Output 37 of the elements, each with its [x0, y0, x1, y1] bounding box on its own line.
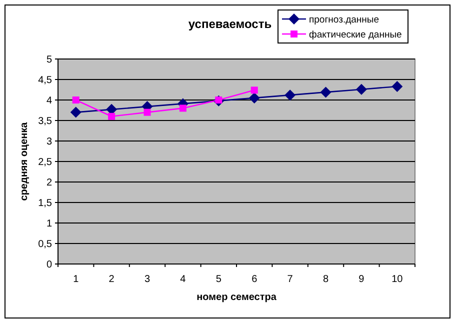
x-tick-label: 4 — [180, 274, 186, 285]
legend-label: прогноз.данные — [309, 14, 380, 26]
y-tick-label: 4,5 — [38, 75, 52, 86]
point — [108, 112, 116, 120]
y-tick-label: 2,5 — [38, 157, 52, 168]
y-tick-label: 3 — [46, 136, 52, 148]
point — [320, 86, 332, 98]
point — [144, 108, 151, 116]
x-tick-label: 3 — [144, 274, 150, 285]
point — [392, 80, 403, 92]
y-tick-label: 1 — [46, 218, 52, 230]
y-tick-label: 4 — [46, 96, 52, 106]
y-tick-label: 1,5 — [38, 198, 52, 209]
x-tick-label: 10 — [392, 274, 404, 285]
chart-title: успеваемость — [188, 17, 272, 31]
point — [179, 104, 186, 112]
y-tick-label: 2 — [46, 178, 52, 188]
y-axis-title: средняя оценка — [19, 122, 30, 201]
x-tick-label: 6 — [252, 274, 258, 285]
legend-label: фактические данные — [309, 29, 402, 40]
point — [72, 96, 80, 104]
y-tick-label: 3,5 — [38, 116, 52, 127]
y-tick-label: 0,5 — [38, 239, 52, 250]
x-tick-label: 5 — [216, 274, 222, 285]
x-tick-label: 7 — [287, 274, 294, 285]
x-axis-title: номер семестра — [196, 292, 277, 303]
y-tick-label: 5 — [46, 54, 52, 66]
x-tick-label: 9 — [358, 274, 365, 285]
x-tick-label: 1 — [73, 274, 80, 285]
point — [284, 90, 296, 101]
point — [250, 86, 258, 94]
point — [356, 84, 367, 95]
x-tick-label: 8 — [322, 274, 329, 285]
point — [70, 106, 82, 118]
y-tick-label: 0 — [46, 260, 52, 270]
point — [248, 92, 260, 104]
x-tick-label: 2 — [108, 274, 115, 285]
